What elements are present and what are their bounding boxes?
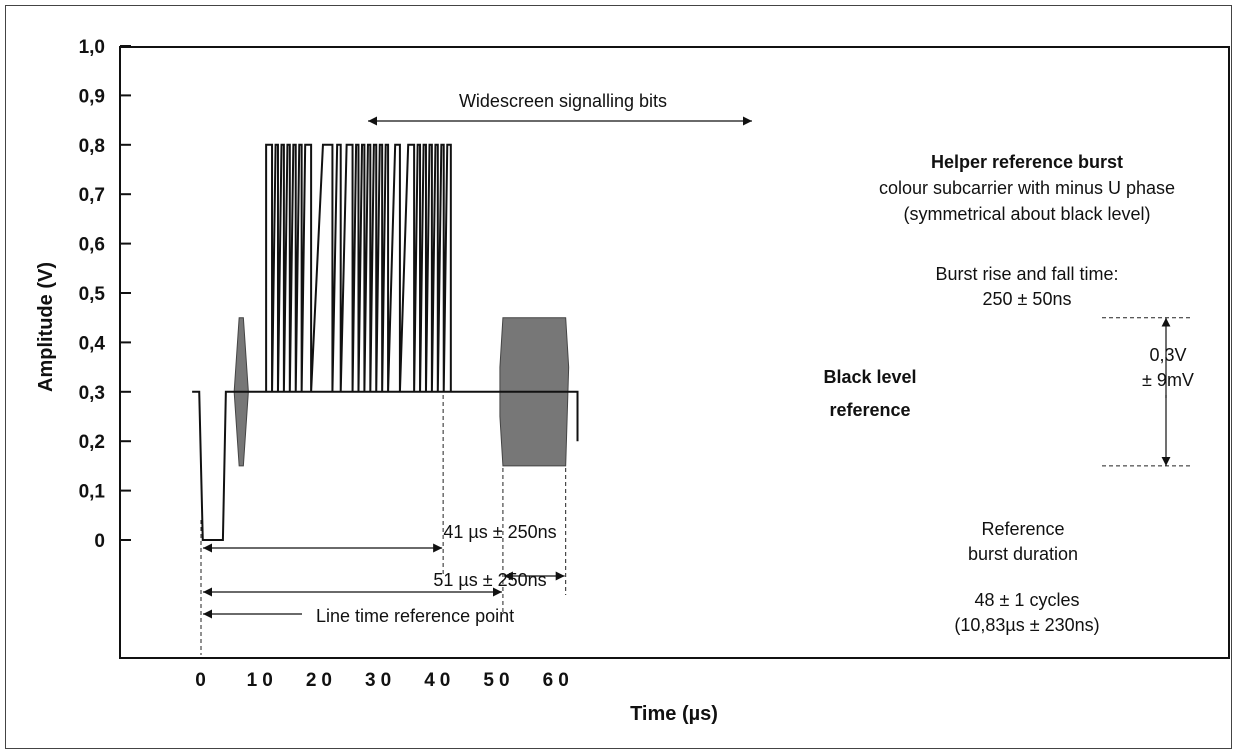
rise-fall-label-line2: 250 ± 50ns <box>983 289 1072 309</box>
figure-frame <box>5 5 1232 749</box>
plot-frame <box>119 46 1230 659</box>
cycles-label-line1: 48 ± 1 cycles <box>975 590 1080 610</box>
y-tick-label: 0,6 <box>79 235 105 256</box>
rise-fall-label-line1: Burst rise and fall time: <box>935 264 1118 284</box>
x-tick-label: 40 <box>424 670 455 691</box>
y-tick-label: 0,2 <box>79 432 105 453</box>
y-tick-label: 1,0 <box>79 37 105 58</box>
x-axis-title: Time (µs) <box>630 703 718 725</box>
waveform-line <box>192 390 579 541</box>
y-tick-label: 0,1 <box>79 482 106 503</box>
plot-marks: 1,0 0,9 0,8 0,7 0,6 0,5 0,4 0,3 0,2 0,1 0 0 10 20 30 40… <box>79 37 1190 691</box>
line-reference-label: Line time reference point <box>316 606 514 626</box>
black-level-label-line1: Black level <box>823 367 916 387</box>
y-tick-label: 0,5 <box>79 284 106 305</box>
wss-label: Widescreen signalling bits <box>459 91 667 111</box>
x-tick-label: 60 <box>543 670 574 691</box>
y-axis-title: Amplitude (V) <box>35 262 57 392</box>
x-tick-label: 30 <box>365 670 396 691</box>
black-level-label-line2: reference <box>829 400 910 420</box>
x-tick-label: 50 <box>483 670 514 691</box>
helper-burst-line2: (symmetrical about black level) <box>903 204 1150 224</box>
y-tick-label: 0 <box>94 531 105 552</box>
wss-bits <box>265 143 452 392</box>
reference-duration-line1: Reference <box>981 519 1064 539</box>
cycles-label-line2: (10,83µs ± 230ns) <box>954 615 1099 635</box>
y-tick-label: 0,7 <box>79 185 105 206</box>
y-tick-label: 0,9 <box>79 86 105 107</box>
duration-51us-label: 51 µs ± 250ns <box>433 570 546 590</box>
y-tick-label: 0,8 <box>79 136 105 157</box>
y-tick-label: 0,3 <box>79 383 105 404</box>
duration-41us-label: 41 µs ± 250ns <box>443 522 556 542</box>
x-tick-label: 0 <box>195 670 211 691</box>
helper-burst-title: Helper reference burst <box>931 152 1123 172</box>
x-tick-label: 20 <box>306 670 337 691</box>
y-tick-label: 0,4 <box>79 333 106 354</box>
reference-duration-line2: burst duration <box>968 544 1078 564</box>
amplitude-label-line1: 0,3V <box>1149 345 1186 365</box>
helper-burst-line1: colour subcarrier with minus U phase <box>879 178 1175 198</box>
amplitude-label-line2: ± 9mV <box>1142 370 1194 390</box>
x-tick-label: 10 <box>247 670 278 691</box>
